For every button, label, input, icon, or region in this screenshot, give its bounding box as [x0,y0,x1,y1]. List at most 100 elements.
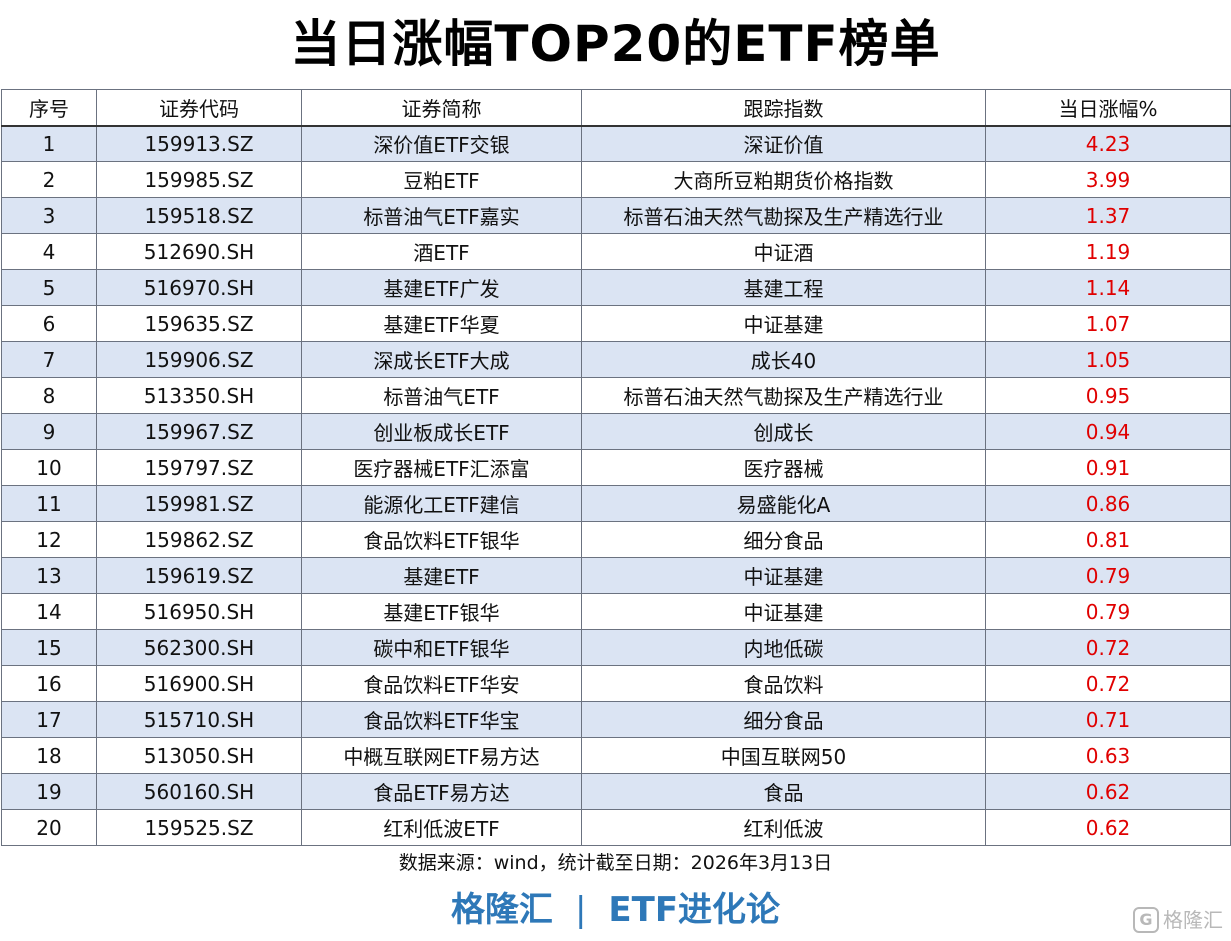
cell-index: 中证酒 [581,233,986,270]
cell-change: 0.79 [985,593,1231,630]
brand-separator: | [574,890,587,930]
cell-code: 512690.SH [96,233,302,270]
gelonghui-logo-icon: G [1133,907,1159,933]
cell-name: 深成长ETF大成 [301,341,582,378]
cell-rank: 7 [1,341,97,378]
cell-name: 中概互联网ETF易方达 [301,737,582,774]
cell-rank: 4 [1,233,97,270]
table-header: 序号 证券代码 证券简称 跟踪指数 当日涨幅% [1,89,1231,127]
cell-rank: 15 [1,629,97,666]
cell-code: 159619.SZ [96,557,302,594]
cell-code: 159906.SZ [96,341,302,378]
table-row: 19 560160.SH 食品ETF易方达 食品 0.62 [1,773,1231,810]
cell-name: 能源化工ETF建信 [301,485,582,522]
cell-code: 159797.SZ [96,449,302,486]
cell-index: 细分食品 [581,521,986,558]
cell-change: 0.94 [985,413,1231,450]
cell-change: 1.37 [985,197,1231,234]
cell-name: 标普油气ETF嘉实 [301,197,582,234]
cell-change: 1.19 [985,233,1231,270]
cell-name: 标普油气ETF [301,377,582,414]
cell-change: 1.14 [985,269,1231,306]
cell-code: 159862.SZ [96,521,302,558]
cell-change: 1.07 [985,305,1231,342]
page-title: 当日涨幅TOP20的ETF榜单 [290,15,941,73]
cell-index: 大商所豆粕期货价格指数 [581,161,986,198]
cell-change: 0.86 [985,485,1231,522]
cell-code: 516900.SH [96,665,302,702]
cell-code: 515710.SH [96,701,302,738]
cell-code: 513350.SH [96,377,302,414]
cell-index: 中证基建 [581,557,986,594]
cell-rank: 14 [1,593,97,630]
cell-rank: 5 [1,269,97,306]
cell-name: 深价值ETF交银 [301,125,582,162]
table-row: 9 159967.SZ 创业板成长ETF 创成长 0.94 [1,413,1231,450]
cell-change: 0.63 [985,737,1231,774]
table-row: 17 515710.SH 食品饮料ETF华宝 细分食品 0.71 [1,701,1231,738]
header-rank: 序号 [1,89,97,127]
cell-code: 159913.SZ [96,125,302,162]
table-row: 20 159525.SZ 红利低波ETF 红利低波 0.62 [1,809,1231,846]
cell-index: 红利低波 [581,809,986,846]
cell-change: 3.99 [985,161,1231,198]
cell-index: 标普石油天然气勘探及生产精选行业 [581,197,986,234]
cell-rank: 6 [1,305,97,342]
cell-rank: 12 [1,521,97,558]
table-row: 14 516950.SH 基建ETF银华 中证基建 0.79 [1,593,1231,630]
brand-footer: 格隆汇 | ETF进化论 [0,884,1231,936]
cell-change: 0.71 [985,701,1231,738]
cell-code: 516950.SH [96,593,302,630]
header-name: 证券简称 [301,89,582,127]
cell-rank: 20 [1,809,97,846]
cell-index: 中证基建 [581,593,986,630]
table-row: 5 516970.SH 基建ETF广发 基建工程 1.14 [1,269,1231,306]
cell-rank: 3 [1,197,97,234]
watermark-text: 格隆汇 [1163,908,1223,932]
table-row: 12 159862.SZ 食品饮料ETF银华 细分食品 0.81 [1,521,1231,558]
cell-code: 159985.SZ [96,161,302,198]
cell-index: 细分食品 [581,701,986,738]
table-row: 18 513050.SH 中概互联网ETF易方达 中国互联网50 0.63 [1,737,1231,774]
cell-code: 562300.SH [96,629,302,666]
cell-index: 食品 [581,773,986,810]
cell-change: 0.79 [985,557,1231,594]
table-row: 13 159619.SZ 基建ETF 中证基建 0.79 [1,557,1231,594]
cell-index: 医疗器械 [581,449,986,486]
cell-index: 基建工程 [581,269,986,306]
table-row: 1 159913.SZ 深价值ETF交银 深证价值 4.23 [1,125,1231,162]
watermark: G 格隆汇 [1133,905,1223,935]
table-row: 15 562300.SH 碳中和ETF银华 内地低碳 0.72 [1,629,1231,666]
data-source-note: 数据来源：wind，统计截至日期：2026年3月13日 [398,852,833,874]
table-row: 8 513350.SH 标普油气ETF 标普石油天然气勘探及生产精选行业 0.95 [1,377,1231,414]
table-row: 2 159985.SZ 豆粕ETF 大商所豆粕期货价格指数 3.99 [1,161,1231,198]
cell-rank: 9 [1,413,97,450]
cell-rank: 8 [1,377,97,414]
table-row: 3 159518.SZ 标普油气ETF嘉实 标普石油天然气勘探及生产精选行业 1.37 [1,197,1231,234]
cell-index: 深证价值 [581,125,986,162]
cell-change: 1.05 [985,341,1231,378]
cell-rank: 11 [1,485,97,522]
cell-name: 红利低波ETF [301,809,582,846]
cell-code: 159967.SZ [96,413,302,450]
cell-name: 食品ETF易方达 [301,773,582,810]
table-row: 16 516900.SH 食品饮料ETF华安 食品饮料 0.72 [1,665,1231,702]
cell-name: 食品饮料ETF华宝 [301,701,582,738]
cell-change: 0.95 [985,377,1231,414]
cell-code: 516970.SH [96,269,302,306]
table-body: 1 159913.SZ 深价值ETF交银 深证价值 4.23 2 159985.SZ 豆粕ET… [1,125,1231,846]
cell-index: 中国互联网50 [581,737,986,774]
cell-change: 0.91 [985,449,1231,486]
cell-rank: 2 [1,161,97,198]
header-change: 当日涨幅% [985,89,1231,127]
cell-rank: 10 [1,449,97,486]
cell-index: 内地低碳 [581,629,986,666]
cell-code: 513050.SH [96,737,302,774]
cell-name: 基建ETF广发 [301,269,582,306]
cell-index: 易盛能化A [581,485,986,522]
cell-code: 560160.SH [96,773,302,810]
cell-code: 159635.SZ [96,305,302,342]
cell-index: 成长40 [581,341,986,378]
cell-rank: 16 [1,665,97,702]
cell-change: 4.23 [985,125,1231,162]
